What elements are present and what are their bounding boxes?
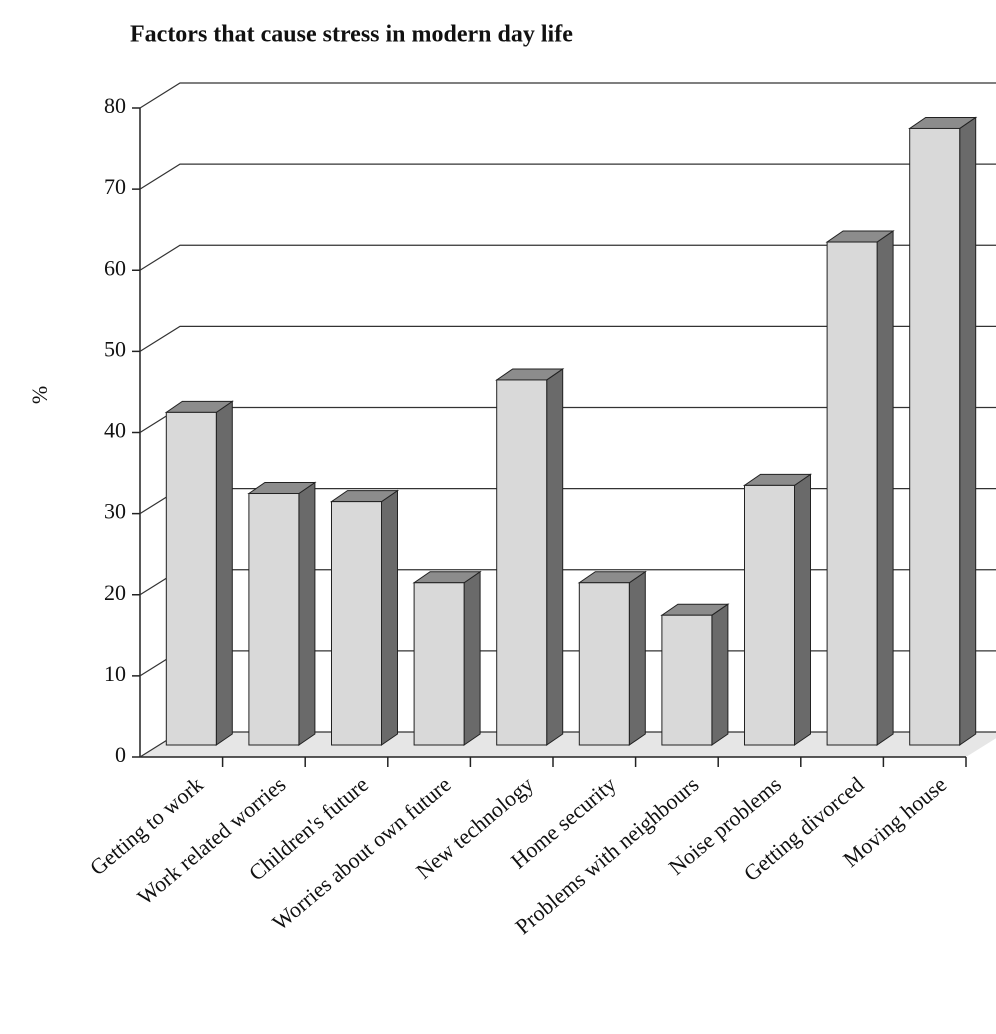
- chart-title: Factors that cause stress in modern day …: [130, 22, 573, 48]
- grid-line: [139, 163, 996, 190]
- bar-side: [381, 489, 398, 746]
- bar-side: [794, 473, 811, 746]
- grid-line: [139, 325, 996, 352]
- y-tick-label: 60: [104, 255, 126, 280]
- bar: [248, 493, 300, 746]
- bar-side: [546, 367, 564, 746]
- x-tick-label: Work related worries: [132, 772, 290, 910]
- bar: [826, 241, 878, 746]
- bar-side: [876, 230, 894, 746]
- bar-side: [298, 481, 316, 746]
- y-tick-label: 80: [104, 93, 126, 118]
- y-tick-label: 10: [104, 661, 126, 686]
- bar: [331, 501, 382, 746]
- bar: [578, 582, 630, 746]
- bar-side: [959, 116, 977, 746]
- bar: [165, 411, 217, 746]
- bar: [744, 484, 795, 746]
- y-tick-label: 30: [104, 499, 126, 524]
- bar-side: [711, 603, 729, 746]
- bar-side: [215, 400, 233, 746]
- y-tick-label: 20: [104, 580, 126, 605]
- bar: [496, 379, 548, 746]
- grid-line: [139, 244, 996, 271]
- y-tick-label: 50: [104, 336, 126, 361]
- bar: [909, 127, 961, 746]
- bar: [413, 582, 465, 746]
- bar-side: [628, 570, 646, 746]
- y-tick-label: 0: [115, 742, 126, 767]
- bar-side: [463, 570, 481, 746]
- y-tick-label: 40: [104, 418, 126, 443]
- y-axis-label: %: [27, 386, 52, 404]
- y-tick-label: 70: [104, 174, 126, 199]
- bar: [661, 614, 713, 746]
- grid-line: [139, 82, 996, 109]
